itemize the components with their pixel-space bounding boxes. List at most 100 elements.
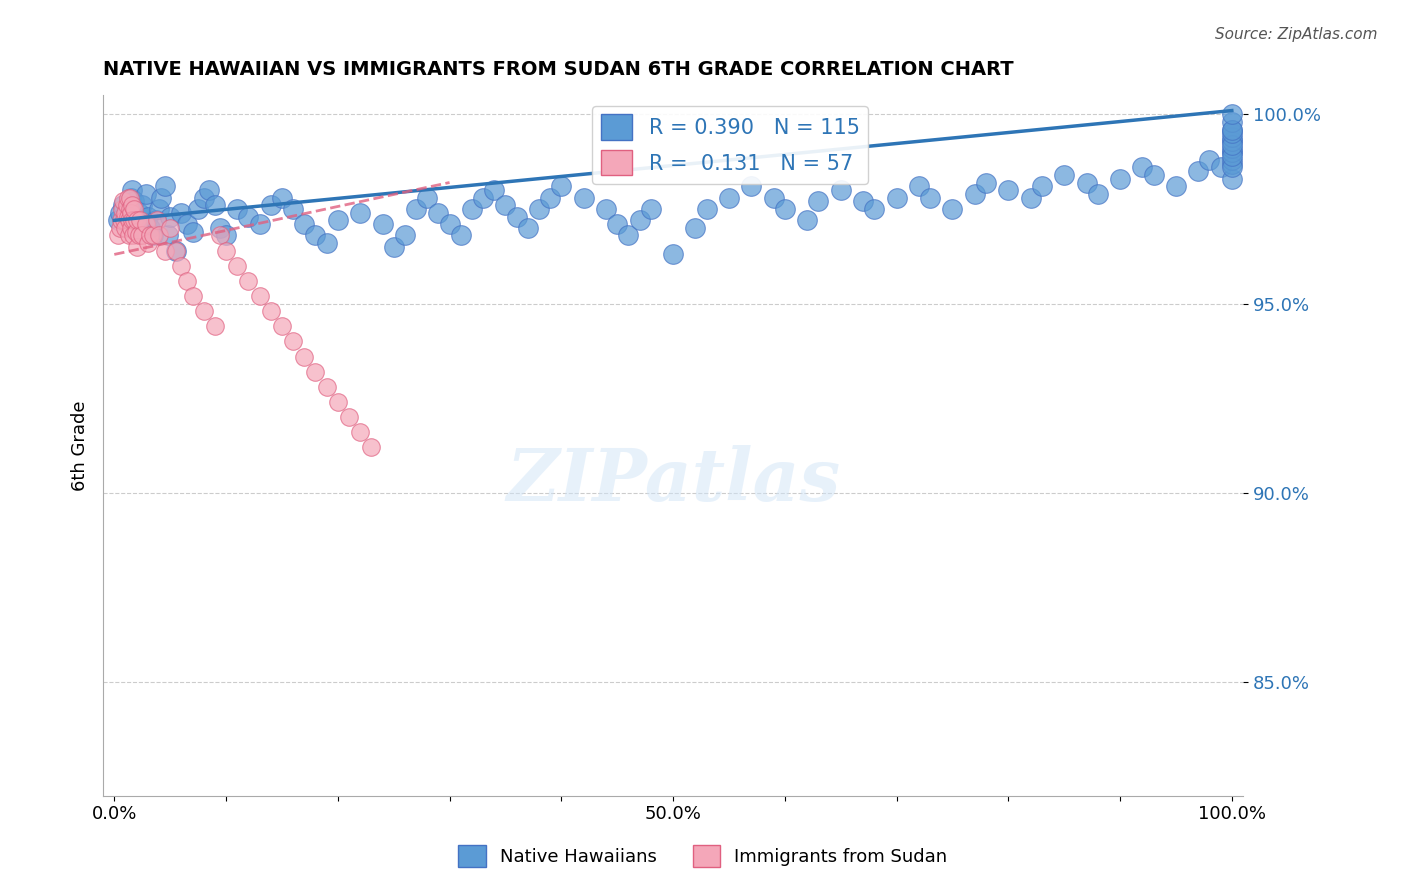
Point bbox=[136, 210, 159, 224]
Point bbox=[1220, 171, 1243, 186]
Point bbox=[165, 244, 187, 258]
Point bbox=[139, 228, 162, 243]
Point bbox=[125, 213, 148, 227]
Point bbox=[1220, 156, 1243, 170]
Point bbox=[176, 274, 198, 288]
Point bbox=[1076, 176, 1098, 190]
Point bbox=[1109, 171, 1132, 186]
Point bbox=[139, 221, 162, 235]
Point bbox=[114, 221, 136, 235]
Point bbox=[124, 225, 146, 239]
Point bbox=[1209, 161, 1232, 175]
Point bbox=[538, 191, 561, 205]
Point bbox=[304, 228, 326, 243]
Point bbox=[193, 191, 215, 205]
Point bbox=[125, 240, 148, 254]
Point bbox=[150, 191, 173, 205]
Point bbox=[360, 441, 382, 455]
Point bbox=[125, 213, 148, 227]
Point bbox=[108, 221, 131, 235]
Point bbox=[131, 228, 153, 243]
Point bbox=[148, 228, 170, 243]
Point bbox=[238, 274, 260, 288]
Point bbox=[107, 213, 129, 227]
Point bbox=[461, 202, 484, 216]
Point bbox=[484, 183, 506, 197]
Point bbox=[1220, 141, 1243, 155]
Point bbox=[249, 289, 271, 303]
Point bbox=[170, 206, 193, 220]
Point bbox=[1132, 161, 1154, 175]
Point bbox=[1220, 153, 1243, 167]
Point bbox=[260, 304, 283, 318]
Point bbox=[215, 244, 238, 258]
Point bbox=[122, 228, 145, 243]
Point bbox=[337, 410, 360, 425]
Point bbox=[198, 183, 221, 197]
Point bbox=[124, 213, 146, 227]
Point bbox=[416, 191, 439, 205]
Point bbox=[165, 244, 187, 258]
Point bbox=[472, 191, 495, 205]
Point bbox=[1220, 130, 1243, 145]
Point bbox=[394, 228, 416, 243]
Point bbox=[142, 228, 165, 243]
Point bbox=[1220, 161, 1243, 175]
Point bbox=[181, 289, 204, 303]
Point bbox=[117, 191, 139, 205]
Point bbox=[1187, 164, 1209, 178]
Point bbox=[120, 191, 142, 205]
Point bbox=[371, 217, 394, 231]
Point bbox=[326, 213, 349, 227]
Point bbox=[1164, 179, 1187, 194]
Point bbox=[1220, 115, 1243, 129]
Point bbox=[226, 259, 249, 273]
Point bbox=[118, 213, 141, 227]
Point bbox=[304, 365, 326, 379]
Point bbox=[974, 176, 997, 190]
Point bbox=[852, 194, 875, 209]
Point bbox=[108, 206, 131, 220]
Point bbox=[1053, 168, 1076, 182]
Point bbox=[941, 202, 963, 216]
Point bbox=[326, 395, 349, 409]
Point bbox=[209, 221, 232, 235]
Point bbox=[193, 304, 215, 318]
Point bbox=[662, 247, 685, 261]
Point bbox=[1019, 191, 1042, 205]
Point bbox=[1198, 153, 1220, 167]
Point bbox=[963, 186, 986, 201]
Point bbox=[292, 217, 315, 231]
Point bbox=[120, 206, 142, 220]
Point bbox=[1220, 149, 1243, 163]
Point bbox=[595, 202, 617, 216]
Point bbox=[349, 425, 371, 440]
Point bbox=[114, 210, 136, 224]
Point bbox=[1220, 145, 1243, 160]
Text: ZIPatlas: ZIPatlas bbox=[506, 445, 841, 516]
Point bbox=[159, 221, 181, 235]
Point bbox=[997, 183, 1019, 197]
Point bbox=[114, 206, 136, 220]
Point bbox=[124, 202, 146, 216]
Point bbox=[131, 198, 153, 212]
Point bbox=[181, 225, 204, 239]
Point bbox=[405, 202, 427, 216]
Point bbox=[1220, 145, 1243, 160]
Point bbox=[886, 191, 908, 205]
Point bbox=[1031, 179, 1053, 194]
Point bbox=[740, 179, 762, 194]
Point bbox=[110, 213, 132, 227]
Point bbox=[156, 228, 179, 243]
Text: Source: ZipAtlas.com: Source: ZipAtlas.com bbox=[1215, 27, 1378, 42]
Point bbox=[281, 334, 304, 349]
Text: NATIVE HAWAIIAN VS IMMIGRANTS FROM SUDAN 6TH GRADE CORRELATION CHART: NATIVE HAWAIIAN VS IMMIGRANTS FROM SUDAN… bbox=[103, 60, 1014, 78]
Point bbox=[271, 191, 294, 205]
Point bbox=[1220, 137, 1243, 152]
Point bbox=[118, 202, 141, 216]
Point bbox=[516, 221, 538, 235]
Point bbox=[121, 213, 143, 227]
Point bbox=[773, 202, 796, 216]
Point bbox=[129, 213, 152, 227]
Point bbox=[572, 191, 595, 205]
